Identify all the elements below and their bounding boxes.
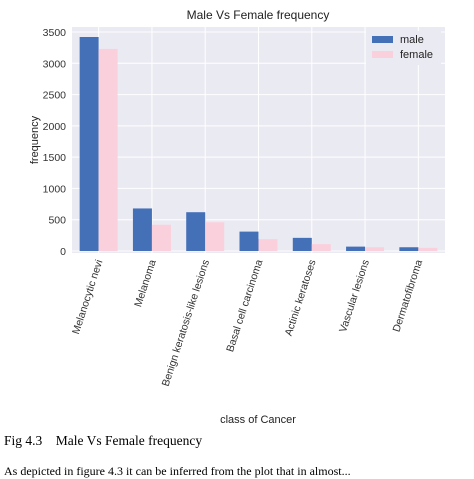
bars [79,37,438,252]
bar-male-2 [186,212,206,251]
bar-male-6 [399,247,419,251]
x-tick-label: Benign keratosis-like lesions [160,258,212,388]
body-paragraph: As depicted in figure 4.3 it can be infe… [4,464,351,478]
legend: male female [366,31,441,65]
figure-caption: Fig 4.3 Male Vs Female frequency [4,433,202,449]
legend-label-female: female [400,49,433,61]
x-tick-label: Vascular lesions [337,258,372,334]
y-tick-label: 1000 [43,183,67,195]
bar-male-3 [239,231,259,251]
x-tick-label: Actinic keratoses [283,258,319,337]
bar-male-1 [132,208,152,251]
x-tick-label: Dermatofibroma [391,258,426,333]
y-tick-label: 500 [48,215,66,227]
y-tick-labels: 0 500 1000 1500 2000 2500 3000 3500 [43,27,67,258]
x-tick-label: Melanocytic nevi [70,258,105,336]
figure-caption-text: Male Vs Female frequency [55,433,203,448]
y-tick-label: 3000 [43,58,67,70]
bar-female-1 [151,224,171,251]
x-axis-label: class of Cancer [220,414,296,426]
y-tick-label: 1500 [43,152,67,164]
bar-female-5 [365,247,385,251]
bar-female-6 [418,247,438,251]
bar-female-0 [98,48,118,251]
legend-swatch-male [372,36,393,43]
figure-caption-label: Fig 4.3 [4,433,43,448]
bar-male-5 [346,246,366,251]
y-axis-label: frequency [29,115,41,164]
x-tick-label: Melanoma [132,258,159,308]
bar-female-4 [311,244,331,251]
bar-female-3 [258,239,278,251]
bar-female-2 [205,222,225,251]
y-tick-label: 0 [60,246,66,258]
bar-male-4 [292,237,312,251]
chart-title: Male Vs Female frequency [187,8,330,22]
y-tick-label: 2000 [43,121,67,133]
x-tick-label: Basal cell carcinoma [224,258,265,353]
x-tick-labels: Melanocytic nevi Melanoma Benign keratosis… [70,258,425,388]
legend-label-male: male [400,34,424,46]
y-tick-label: 2500 [43,90,67,102]
chart: 0 500 1000 1500 2000 2500 3000 3500 Melanocytic… [29,8,445,426]
y-tick-label: 3500 [43,27,67,39]
bar-male-0 [79,37,99,252]
legend-swatch-female [372,51,393,58]
